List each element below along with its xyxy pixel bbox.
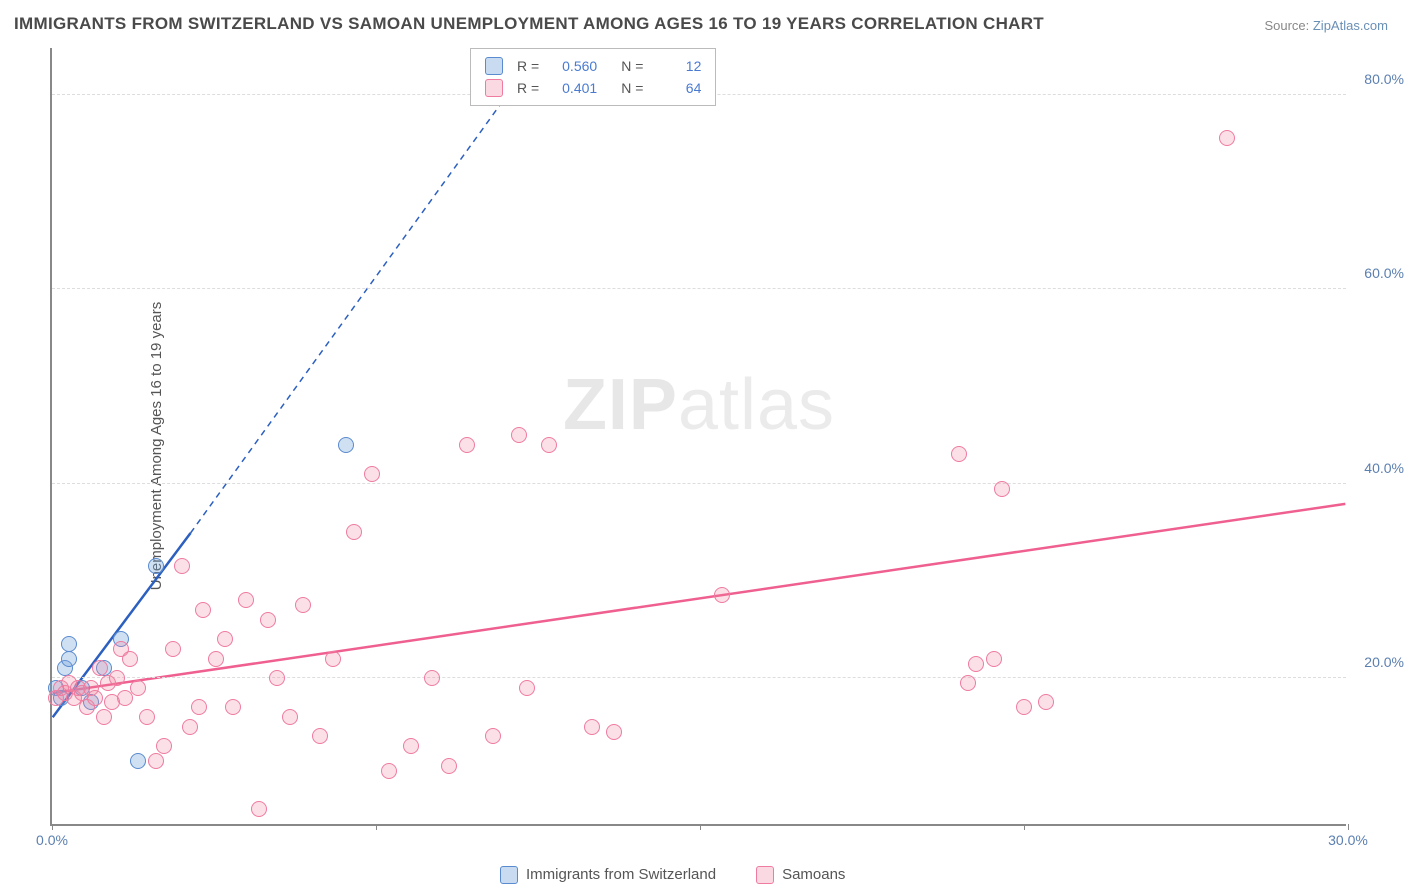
legend-swatch <box>500 866 518 884</box>
legend-r-value: 0.401 <box>549 77 597 99</box>
x-tick-mark <box>52 824 53 830</box>
legend-swatch <box>756 866 774 884</box>
legend-n-value: 64 <box>653 77 701 99</box>
trend-lines <box>52 48 1346 824</box>
data-point <box>951 446 967 462</box>
gridline <box>52 677 1346 678</box>
legend-r-key: R = <box>517 77 539 99</box>
x-tick-label: 30.0% <box>1328 832 1368 848</box>
data-point <box>269 670 285 686</box>
data-point <box>156 738 172 754</box>
data-point <box>714 587 730 603</box>
data-point <box>346 524 362 540</box>
data-point <box>960 675 976 691</box>
source-link[interactable]: ZipAtlas.com <box>1313 18 1388 33</box>
series-legend: Immigrants from Switzerland Samoans <box>500 866 845 884</box>
data-point <box>994 481 1010 497</box>
legend-entry: Immigrants from Switzerland <box>500 866 716 884</box>
data-point <box>511 427 527 443</box>
source-credit: Source: ZipAtlas.com <box>1264 18 1388 33</box>
data-point <box>238 592 254 608</box>
y-tick-label: 80.0% <box>1364 71 1404 87</box>
data-point <box>61 636 77 652</box>
legend-row: R = 0.560 N = 12 <box>485 55 701 77</box>
data-point <box>381 763 397 779</box>
y-tick-label: 20.0% <box>1364 654 1404 670</box>
data-point <box>122 651 138 667</box>
legend-n-value: 12 <box>653 55 701 77</box>
legend-label: Samoans <box>782 866 845 883</box>
data-point <box>282 709 298 725</box>
scatter-plot: ZIPatlas 20.0%40.0%60.0%80.0%0.0%30.0% <box>50 48 1346 826</box>
data-point <box>1038 694 1054 710</box>
watermark: ZIPatlas <box>563 364 835 446</box>
data-point <box>260 612 276 628</box>
data-point <box>312 728 328 744</box>
x-tick-mark <box>700 824 701 830</box>
data-point <box>606 724 622 740</box>
chart-title: IMMIGRANTS FROM SWITZERLAND VS SAMOAN UN… <box>14 14 1044 34</box>
x-tick-mark <box>376 824 377 830</box>
legend-n-key: N = <box>621 55 643 77</box>
data-point <box>174 558 190 574</box>
watermark-light: atlas <box>678 365 835 445</box>
legend-entry: Samoans <box>756 866 845 884</box>
data-point <box>485 728 501 744</box>
correlation-legend: R = 0.560 N = 12 R = 0.401 N = 64 <box>470 48 716 106</box>
x-tick-mark <box>1348 824 1349 830</box>
data-point <box>92 660 108 676</box>
data-point <box>1219 130 1235 146</box>
legend-swatch <box>485 57 503 75</box>
legend-n-key: N = <box>621 77 643 99</box>
data-point <box>325 651 341 667</box>
data-point <box>165 641 181 657</box>
data-point <box>139 709 155 725</box>
data-point <box>191 699 207 715</box>
data-point <box>251 801 267 817</box>
data-point <box>441 758 457 774</box>
data-point <box>403 738 419 754</box>
data-point <box>584 719 600 735</box>
y-tick-label: 40.0% <box>1364 460 1404 476</box>
data-point <box>519 680 535 696</box>
data-point <box>208 651 224 667</box>
data-point <box>459 437 475 453</box>
data-point <box>364 466 380 482</box>
data-point <box>182 719 198 735</box>
watermark-bold: ZIP <box>563 365 678 445</box>
data-point <box>148 753 164 769</box>
gridline <box>52 483 1346 484</box>
legend-row: R = 0.401 N = 64 <box>485 77 701 99</box>
data-point <box>109 670 125 686</box>
data-point <box>424 670 440 686</box>
legend-label: Immigrants from Switzerland <box>526 866 716 883</box>
data-point <box>986 651 1002 667</box>
data-point <box>96 709 112 725</box>
data-point <box>541 437 557 453</box>
data-point <box>148 558 164 574</box>
legend-r-key: R = <box>517 55 539 77</box>
data-point <box>225 699 241 715</box>
y-tick-label: 60.0% <box>1364 265 1404 281</box>
data-point <box>217 631 233 647</box>
x-tick-mark <box>1024 824 1025 830</box>
legend-r-value: 0.560 <box>549 55 597 77</box>
data-point <box>130 680 146 696</box>
x-tick-label: 0.0% <box>36 832 68 848</box>
data-point <box>87 690 103 706</box>
data-point <box>130 753 146 769</box>
data-point <box>61 651 77 667</box>
data-point <box>338 437 354 453</box>
data-point <box>968 656 984 672</box>
legend-swatch <box>485 79 503 97</box>
data-point <box>195 602 211 618</box>
source-prefix: Source: <box>1264 18 1312 33</box>
data-point <box>1016 699 1032 715</box>
gridline <box>52 288 1346 289</box>
data-point <box>295 597 311 613</box>
